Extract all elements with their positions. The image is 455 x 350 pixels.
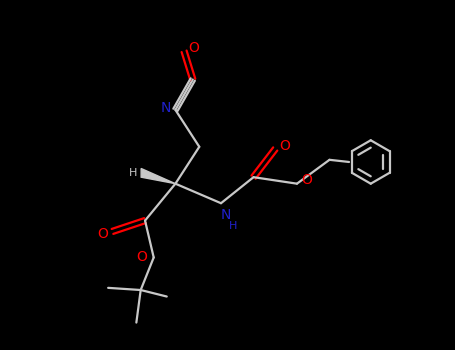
Text: O: O [301,173,312,187]
Polygon shape [141,168,176,184]
Text: O: O [279,139,290,153]
Text: N: N [221,208,232,222]
Text: N: N [161,101,171,115]
Text: O: O [136,250,147,264]
Text: O: O [188,41,199,55]
Text: H: H [129,168,137,178]
Text: O: O [97,226,108,240]
Text: H: H [228,221,237,231]
